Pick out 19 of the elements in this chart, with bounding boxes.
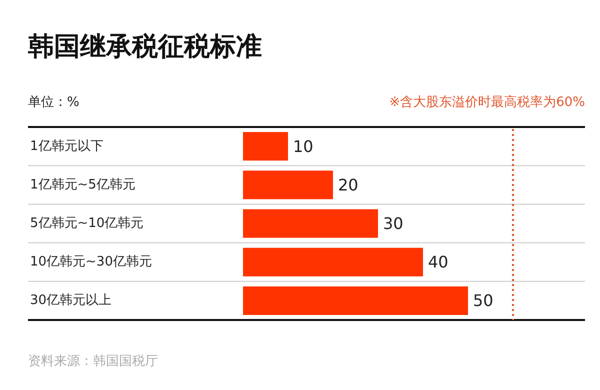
y-tick-label: 10亿韩元~30亿韩元 — [30, 254, 152, 270]
data-label: 20 — [338, 175, 358, 194]
bar — [243, 286, 468, 315]
bar — [243, 132, 288, 161]
ref-line-label: ※含大股东溢价时最高税率为60% — [389, 94, 585, 110]
data-label: 50 — [473, 291, 494, 310]
text: 资料来源：韩国国税厅 — [28, 354, 158, 369]
data-label: 40 — [428, 252, 448, 272]
y-tick-label: 5亿韩元~10亿韩元 — [30, 216, 144, 231]
bar — [243, 209, 378, 238]
y-tick-label: 1亿韩元以下 — [30, 138, 104, 154]
y-tick-label: 30亿韩元以上 — [30, 293, 112, 308]
bar — [243, 248, 423, 276]
data-label: 30 — [383, 214, 404, 233]
data-label: 10 — [293, 136, 314, 156]
bar — [243, 170, 333, 200]
y-tick-label: 1亿韩元~5亿韩元 — [30, 177, 136, 192]
chart-title: 韩国继承税征税标准 — [27, 32, 262, 62]
text: 单位：% — [28, 95, 80, 110]
